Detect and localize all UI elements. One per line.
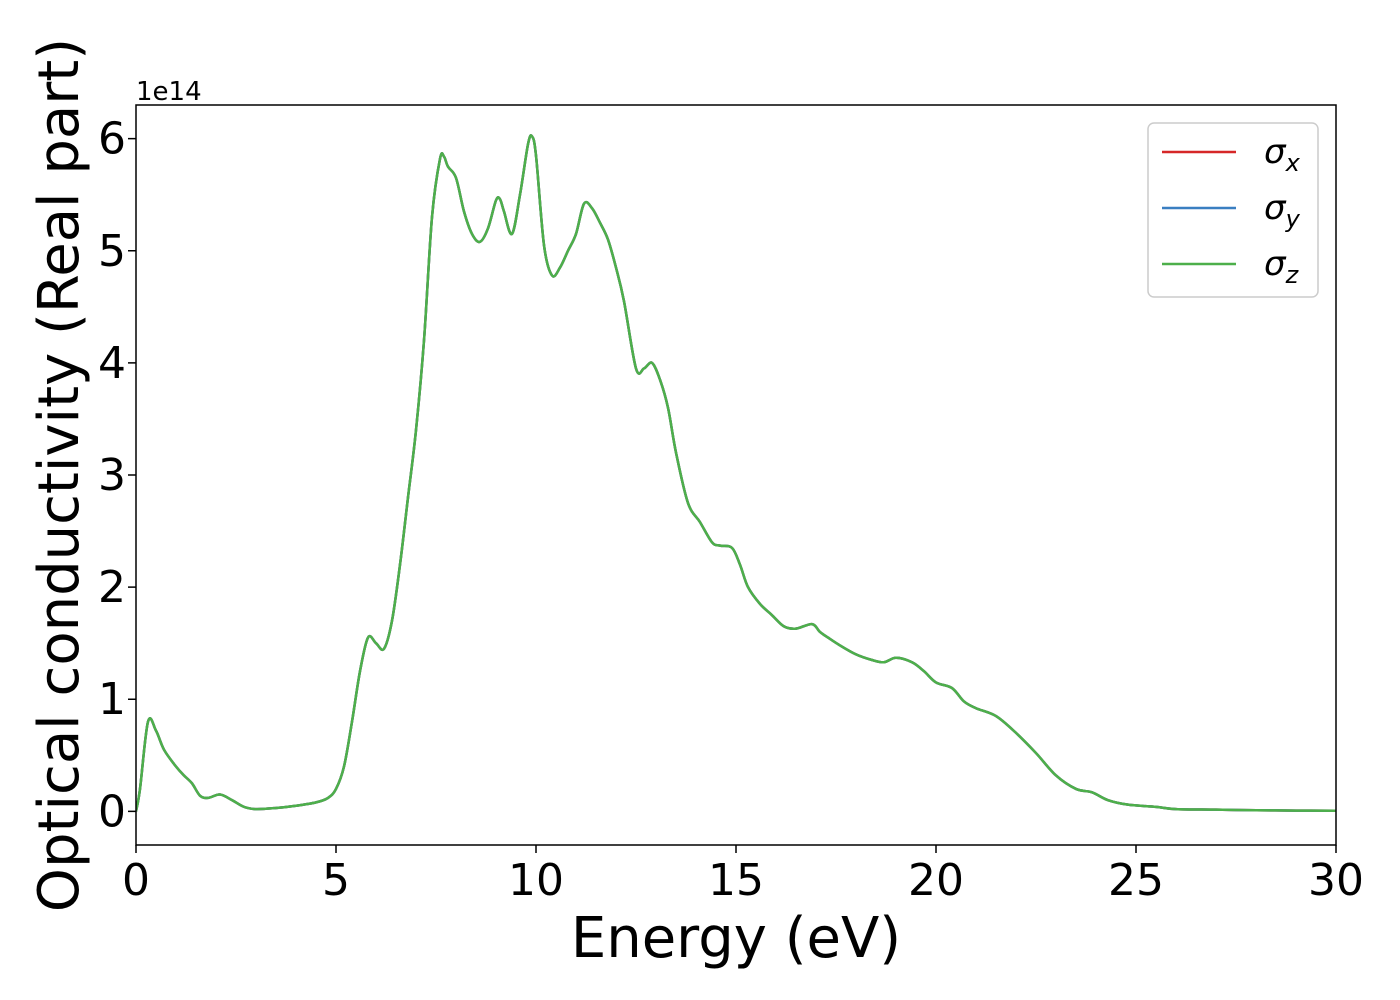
- x-tick-label: 0: [122, 855, 150, 906]
- y-axis-ticks: 0 1 2 3 4 5 6: [98, 114, 136, 837]
- legend-box: [1147, 122, 1319, 298]
- legend-label-z: σz: [1264, 244, 1300, 289]
- x-axis-ticks: 0 5 10 15 20 25 30: [122, 845, 1364, 906]
- x-tick-label: 15: [708, 855, 764, 906]
- y-tick-label: 0: [98, 786, 126, 837]
- series-line-z: [136, 134, 1336, 813]
- y-tick-label: 3: [98, 450, 126, 501]
- y-tick-label: 5: [98, 226, 126, 277]
- x-tick-label: 10: [508, 855, 564, 906]
- x-tick-label: 20: [908, 855, 964, 906]
- y-tick-label: 1: [98, 674, 126, 725]
- y-tick-label: 2: [98, 562, 126, 613]
- x-tick-label: 30: [1308, 855, 1364, 906]
- x-axis-label: Energy (eV): [571, 906, 901, 971]
- y-tick-label: 4: [98, 338, 126, 389]
- legend: σx σy σz: [1147, 122, 1319, 298]
- y-offset-label: 1e14: [136, 77, 202, 107]
- y-tick-label: 6: [98, 114, 126, 165]
- legend-label-y: σy: [1264, 188, 1301, 233]
- x-tick-label: 5: [322, 855, 350, 906]
- y-axis-label: Optical conductivity (Real part): [27, 38, 92, 912]
- legend-label-x: σx: [1264, 132, 1301, 177]
- x-tick-label: 25: [1108, 855, 1164, 906]
- series-layer: [136, 134, 1336, 813]
